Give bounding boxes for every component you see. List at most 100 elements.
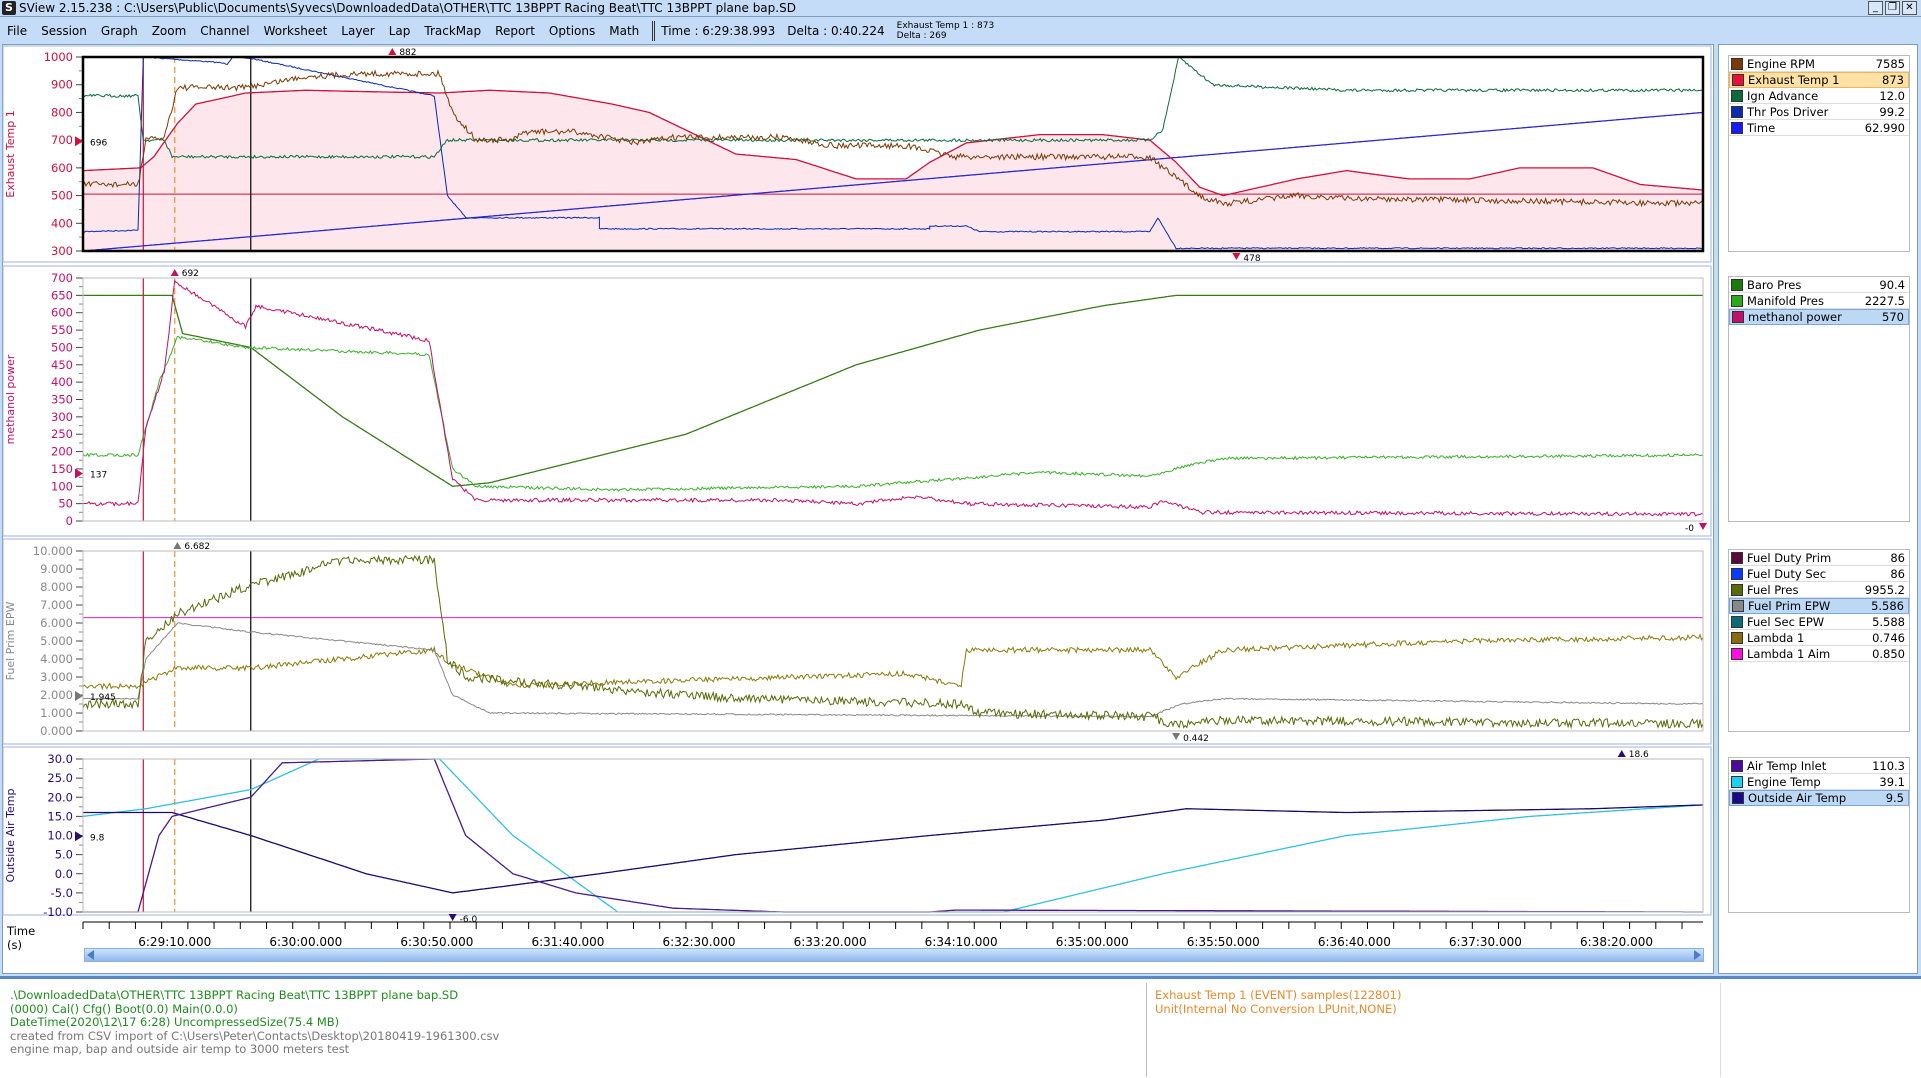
legend-item[interactable]: Fuel Prim EPW 5.586	[1729, 598, 1909, 614]
series-line-fuel-pres	[83, 554, 1703, 730]
channel-samples: Exhaust Temp 1 (EVENT) samples(122801)	[1155, 988, 1402, 1002]
max-marker-icon	[1617, 750, 1626, 757]
legend-item[interactable]: Lambda 1 0.746	[1729, 630, 1909, 646]
panel-4[interactable]: Outside Air Temp -10.0 -5.0 0.0 5.0 10.0 15.0 2…	[2, 746, 1712, 925]
series-line-baro-pres	[83, 294, 1703, 487]
cursor-channel-info: Exhaust Temp 1 : 873 Delta : 269	[897, 21, 995, 41]
color-swatch	[1732, 311, 1744, 323]
color-swatch	[1732, 600, 1744, 612]
cursor-channel-value: Exhaust Temp 1 : 873	[896, 21, 995, 31]
max-marker-label: 18.6	[1629, 750, 1649, 760]
menu-trackmap[interactable]: TrackMap	[424, 24, 482, 38]
legend-item[interactable]: Fuel Duty Sec 86	[1729, 566, 1909, 582]
restore-button[interactable]: ❐	[1885, 1, 1900, 15]
color-swatch	[1731, 294, 1743, 307]
menu-lap[interactable]: Lap	[388, 24, 411, 38]
minimize-button[interactable]: _	[1868, 1, 1883, 15]
legend-channel-value: 5.588	[1872, 614, 1905, 629]
plot-border	[81, 55, 1705, 253]
legend-item[interactable]: Manifold Pres 2227.5	[1729, 293, 1909, 309]
cursor-time: Time : 6:29:38.993	[661, 24, 776, 38]
time-tick-label: 6:32:30.000	[663, 935, 736, 949]
menu-channel[interactable]: Channel	[200, 24, 250, 38]
series-line-time	[83, 111, 1703, 252]
menu-graph[interactable]: Graph	[100, 24, 138, 38]
time-scrollbar[interactable]	[84, 948, 1704, 962]
color-swatch	[1731, 551, 1743, 564]
menu-separator	[652, 21, 656, 41]
time-tick-label: 6:30:50.000	[400, 935, 473, 949]
legend-channel-name: Lambda 1 Aim	[1747, 646, 1831, 661]
time-tick-label: 6:30:00.000	[269, 935, 342, 949]
status-panel: .\DownloadedData\OTHER\TTC 13BPPT Racing…	[0, 976, 1921, 1078]
y-tick-label: 400	[51, 375, 73, 389]
legend-item[interactable]: Fuel Duty Prim 86	[1729, 550, 1909, 566]
panel-3[interactable]: Fuel Prim EPW 0.000 1.000 2.000 3.000 4.000 5.…	[2, 538, 1712, 745]
legend-panel-4: Air Temp Inlet 110.3 Engine Temp 39.1 Outsid…	[1728, 757, 1910, 913]
menu-layer[interactable]: Layer	[341, 24, 375, 38]
legend-item[interactable]: Exhaust Temp 1 873	[1729, 72, 1909, 88]
graph-panels[interactable]: Exhaust Temp 130040050060070080090010006…	[0, 0, 1921, 975]
max-marker-icon	[388, 48, 397, 55]
menu-math[interactable]: Math	[609, 24, 640, 38]
y-tick-label: 450	[51, 358, 73, 372]
y-tick-label: 200	[51, 445, 73, 459]
scroll-right-arrow-icon[interactable]	[1694, 950, 1701, 960]
status-divider	[1720, 983, 1721, 1077]
legend-item[interactable]: Outside Air Temp 9.5	[1729, 790, 1909, 806]
legend-channel-value: 873	[1882, 73, 1904, 87]
series-fill	[83, 90, 1703, 251]
series-line-engine-rpm	[83, 68, 1703, 208]
plot-border	[82, 550, 1704, 732]
legend-item[interactable]: Time 62.990	[1729, 120, 1909, 136]
menu-report[interactable]: Report	[495, 24, 535, 38]
legend-item[interactable]: Engine Temp 39.1	[1729, 774, 1909, 790]
legend-channel-name: Fuel Sec EPW	[1747, 614, 1825, 629]
left-marker-label: 9.8	[90, 833, 105, 843]
panel-2[interactable]: methanol power 0 50 100 150 200 250 300 350 400 45…	[2, 265, 1712, 537]
menu-options[interactable]: Options	[548, 24, 596, 38]
menu-session[interactable]: Session	[41, 24, 87, 38]
legend-channel-value: 12.0	[1879, 88, 1905, 103]
panel-1[interactable]: Exhaust Temp 1 300 400 500 600 700 800 900 1000 6…	[2, 45, 1712, 264]
close-button[interactable]: ✕	[1902, 1, 1917, 15]
legend-item[interactable]: Air Temp Inlet 110.3	[1729, 758, 1909, 774]
scroll-left-arrow-icon[interactable]	[87, 950, 94, 960]
min-marker-icon	[448, 914, 457, 921]
y-tick-label: 1000	[44, 50, 73, 64]
menu-worksheet[interactable]: Worksheet	[263, 24, 328, 38]
left-marker-icon	[75, 831, 83, 842]
legend-item[interactable]: Fuel Sec EPW 5.588	[1729, 614, 1909, 630]
legend-item[interactable]: Ign Advance 12.0	[1729, 88, 1909, 104]
y-tick-label: 350	[51, 393, 73, 407]
y-tick-label: 700	[51, 271, 73, 285]
legend-item[interactable]: methanol power 570	[1729, 309, 1909, 325]
y-tick-label: 8.000	[40, 580, 73, 594]
y-tick-label: 800	[51, 105, 73, 119]
panel-frame	[2, 538, 1712, 745]
series-line-thr-pos-driver	[83, 56, 1703, 250]
legend-item[interactable]: Engine RPM 7585	[1729, 56, 1909, 72]
legend-item[interactable]: Fuel Pres 9955.2	[1729, 582, 1909, 598]
y-tick-label: 150	[51, 462, 73, 476]
series-line-outside-air-temp	[83, 804, 1703, 894]
min-marker-icon	[1232, 253, 1241, 260]
legend-item[interactable]: Baro Pres 90.4	[1729, 277, 1909, 293]
file-comment: engine map, bap and outside air temp to …	[10, 1042, 350, 1056]
legend-item[interactable]: Thr Pos Driver 99.2	[1729, 104, 1909, 120]
legend-item[interactable]: Lambda 1 Aim 0.850	[1729, 646, 1909, 662]
legend-channel-value: 570	[1882, 310, 1904, 324]
color-swatch	[1731, 278, 1743, 291]
color-swatch	[1731, 759, 1743, 772]
y-axis-label: Exhaust Temp 1	[4, 110, 17, 198]
y-tick-label: -10.0	[43, 905, 73, 919]
menu-file[interactable]: File	[7, 24, 28, 38]
y-tick-label: 1.000	[40, 706, 73, 720]
legend-channel-name: methanol power	[1748, 310, 1842, 324]
menu-zoom[interactable]: Zoom	[151, 24, 187, 38]
y-tick-label: 2.000	[40, 688, 73, 702]
y-tick-label: 700	[51, 133, 73, 147]
legend-channel-value: 9.5	[1885, 791, 1904, 805]
series-line-fuel-prim-epw	[83, 622, 1703, 718]
time-tick-label: 6:33:20.000	[794, 935, 867, 949]
